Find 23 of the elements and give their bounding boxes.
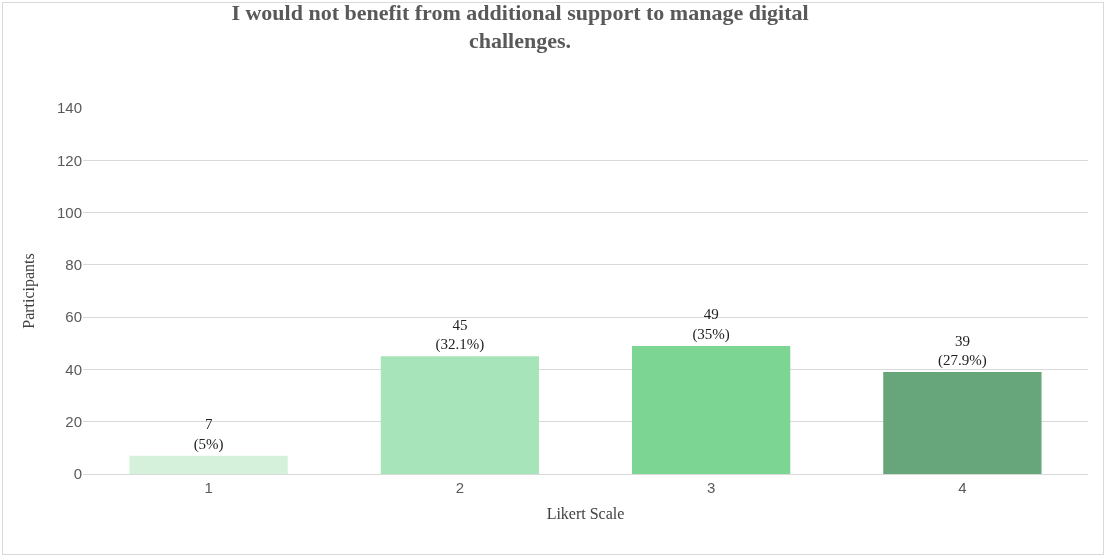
bar [883,372,1042,474]
y-tick-label: 0 [73,465,82,483]
bar [129,455,288,474]
data-label: 7 (5%) [193,416,224,453]
x-tick-label: 1 [204,479,213,496]
x-tick-label: 3 [706,479,716,496]
y-tick-label: 100 [56,203,82,221]
data-label: 49 (35%) [692,306,730,343]
x-tick-label: 2 [455,479,465,496]
chart-title: I would not benefit from additional support to manage digital challenges. [231,0,809,54]
y-tick-label: 80 [65,256,82,274]
y-tick-label: 40 [65,360,82,378]
y-tick-label: 20 [65,412,82,430]
data-label: 39 (27.9%) [938,332,987,370]
y-tick-label: 60 [65,308,82,326]
data-label: 45 (32.1%) [435,316,485,354]
y-tick-label: 140 [56,99,82,117]
y-tick-label: 120 [56,151,82,169]
x-axis-title: Likert Scale [546,504,625,522]
bar [631,345,791,474]
y-axis-title: Participants [19,253,38,329]
bar [380,356,540,474]
x-tick-label: 4 [958,479,967,496]
